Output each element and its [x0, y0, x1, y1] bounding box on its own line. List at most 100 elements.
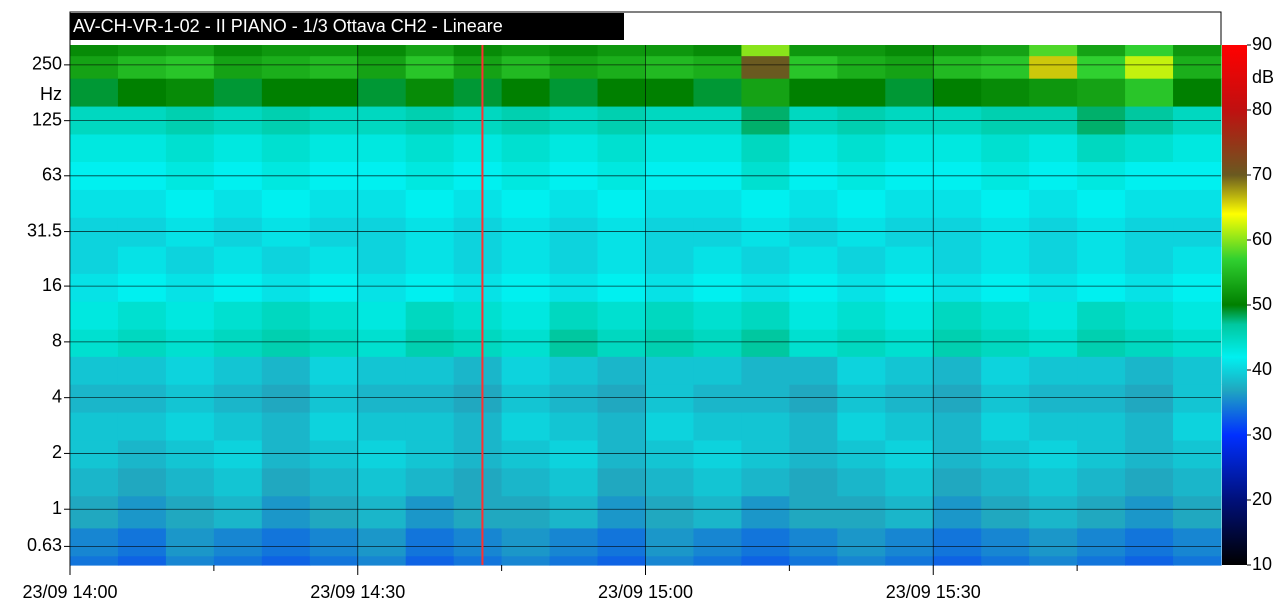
- heatmap-cell: [645, 45, 695, 57]
- heatmap-cell: [693, 412, 743, 441]
- heatmap-cell: [357, 495, 407, 529]
- heatmap-cell: [70, 329, 119, 357]
- heatmap-cell: [117, 412, 167, 441]
- heatmap-cell: [1125, 78, 1174, 107]
- heatmap-cell: [885, 301, 934, 330]
- heatmap-cell: [357, 45, 407, 57]
- heatmap-cell: [309, 78, 359, 107]
- heatmap-cell: [357, 439, 407, 469]
- heatmap-cell: [405, 189, 455, 218]
- heatmap-cell: [261, 439, 311, 469]
- heatmap-cell: [70, 55, 119, 79]
- y-tick-label: 250: [32, 54, 62, 74]
- heatmap-cell: [693, 329, 743, 357]
- heatmap-cell: [453, 133, 503, 163]
- heatmap-cell: [597, 55, 647, 79]
- heatmap-cell: [981, 301, 1030, 330]
- heatmap-cell: [165, 105, 215, 135]
- heatmap-cell: [1077, 301, 1126, 330]
- heatmap-cell: [453, 412, 503, 441]
- heatmap-cell: [309, 527, 359, 557]
- heatmap-cell: [1173, 133, 1222, 163]
- heatmap-cell: [837, 55, 886, 79]
- heatmap-cell: [933, 527, 982, 557]
- heatmap-cell: [597, 356, 647, 385]
- heatmap-cell: [501, 301, 551, 330]
- heatmap-cell: [357, 384, 407, 413]
- heatmap-cell: [213, 78, 263, 107]
- y-tick-label: 0.63: [27, 535, 62, 555]
- heatmap-cell: [741, 356, 790, 385]
- heatmap-cell: [261, 133, 311, 163]
- heatmap-cell: [309, 273, 359, 302]
- heatmap-cell: [693, 467, 743, 497]
- heatmap-cell: [981, 555, 1030, 566]
- heatmap-cell: [1029, 527, 1078, 557]
- heatmap-cell: [1173, 439, 1222, 469]
- heatmap-cell: [741, 495, 790, 529]
- heatmap-cell: [70, 273, 119, 302]
- heatmap-cell: [837, 133, 886, 163]
- heatmap-cell: [645, 301, 695, 330]
- heatmap-cell: [549, 527, 599, 557]
- heatmap-cell: [645, 246, 695, 274]
- heatmap-cell: [309, 495, 359, 529]
- y-tick-label: 125: [32, 109, 62, 129]
- heatmap-cell: [1125, 439, 1174, 469]
- heatmap-cell: [357, 105, 407, 135]
- heatmap-cell: [1029, 555, 1078, 566]
- heatmap-cell: [1173, 329, 1222, 357]
- heatmap-cell: [453, 55, 503, 79]
- heatmap-cell: [261, 189, 311, 218]
- heatmap-cell: [165, 78, 215, 107]
- heatmap-cell: [597, 133, 647, 163]
- heatmap-cell: [405, 133, 455, 163]
- heatmap-cell: [165, 133, 215, 163]
- heatmap-cell: [1077, 439, 1126, 469]
- heatmap-cell: [645, 356, 695, 385]
- heatmap-cell: [597, 105, 647, 135]
- heatmap-cell: [597, 439, 647, 469]
- heatmap-cell: [501, 133, 551, 163]
- heatmap-cell: [645, 133, 695, 163]
- heatmap-cell: [453, 273, 503, 302]
- heatmap-cell: [789, 439, 838, 469]
- heatmap-cell: [1029, 384, 1078, 413]
- heatmap-cell: [165, 301, 215, 330]
- heatmap-cell: [357, 246, 407, 274]
- heatmap-cell: [933, 246, 982, 274]
- heatmap-cell: [70, 412, 119, 441]
- heatmap-cell: [405, 301, 455, 330]
- heatmap-cell: [1125, 467, 1174, 497]
- heatmap-cell: [837, 329, 886, 357]
- heatmap-cell: [1125, 273, 1174, 302]
- heatmap-cell: [981, 273, 1030, 302]
- heatmap-cell: [1029, 105, 1078, 135]
- heatmap-cell: [933, 329, 982, 357]
- y-tick-label: 31.5: [27, 220, 62, 240]
- heatmap-cell: [1077, 495, 1126, 529]
- heatmap-cell: [693, 495, 743, 529]
- heatmap-cell: [837, 273, 886, 302]
- heatmap-cell: [453, 329, 503, 357]
- colorbar-tick-label: 70: [1252, 164, 1272, 184]
- heatmap-cell: [117, 329, 167, 357]
- heatmap-cell: [117, 467, 167, 497]
- heatmap-cell: [789, 246, 838, 274]
- heatmap-cell: [1029, 356, 1078, 385]
- heatmap-cell: [549, 356, 599, 385]
- heatmap-cell: [261, 555, 311, 566]
- heatmap-cell: [309, 555, 359, 566]
- heatmap-cell: [309, 467, 359, 497]
- heatmap-cell: [789, 273, 838, 302]
- heatmap-cell: [933, 78, 982, 107]
- heatmap-cell: [1125, 384, 1174, 413]
- heatmap-cell: [693, 105, 743, 135]
- heatmap-cell: [357, 273, 407, 302]
- heatmap-cell: [213, 555, 263, 566]
- heatmap-cell: [741, 105, 790, 135]
- heatmap-cell: [837, 78, 886, 107]
- x-tick-label: 23/09 15:00: [598, 582, 693, 602]
- heatmap-cell: [1173, 55, 1222, 79]
- heatmap-cell: [885, 246, 934, 274]
